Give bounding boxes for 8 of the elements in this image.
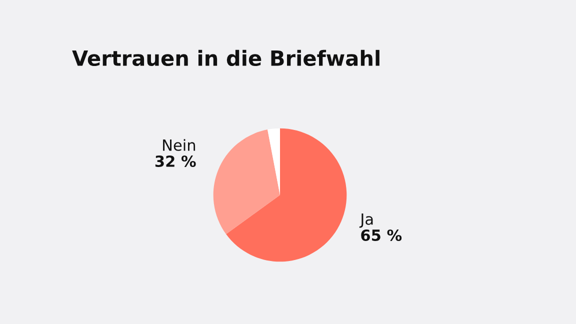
pie-slice xyxy=(268,128,280,195)
pie-slice xyxy=(213,130,280,234)
data-label: 32 % xyxy=(155,155,196,168)
pie-slice xyxy=(226,128,347,262)
slice-label: Nein xyxy=(163,139,196,151)
data-label: 65 % xyxy=(361,229,402,242)
chart-title: Vertrauen in die Briefwahl xyxy=(72,50,380,66)
slice-label: Ja xyxy=(359,214,373,228)
